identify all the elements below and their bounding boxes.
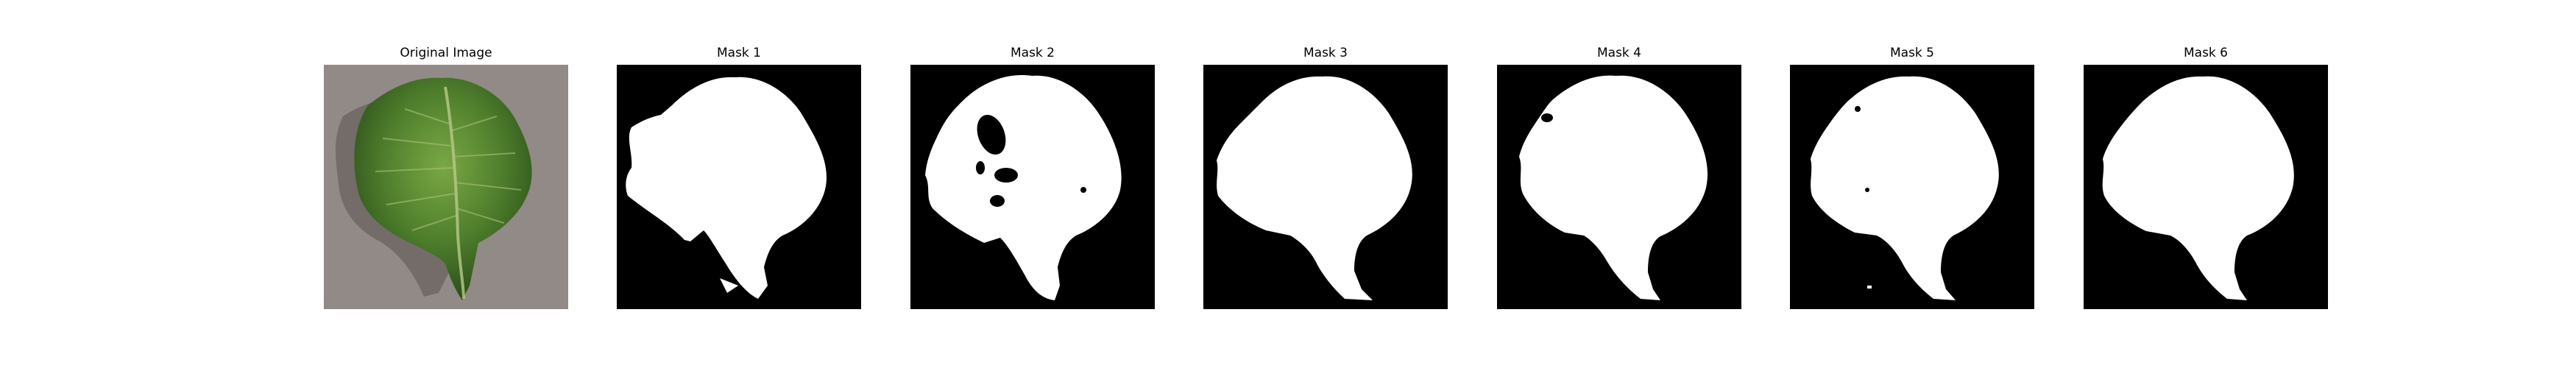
mask-6-image [2084,65,2328,309]
mask-6-panel: Mask 6 [2084,44,2328,309]
mask-4-panel: Mask 4 [1497,44,1741,309]
original-image-panel: Original Image [324,44,568,309]
mask-2-image [910,65,1155,309]
mask-3-image [1203,65,1448,309]
mask-1-panel: Mask 1 [617,44,861,309]
panel-title: Mask 1 [716,46,761,60]
mask-3-panel: Mask 3 [1203,44,1448,309]
panel-title: Mask 3 [1303,46,1348,60]
mask-4-image [1497,65,1741,309]
panel-title: Mask 4 [1596,46,1641,60]
panel-title: Original Image [400,46,492,60]
mask-1-image [617,65,861,309]
panel-title: Mask 2 [1010,46,1055,60]
mask-2-panel: Mask 2 [910,44,1155,309]
mask-5-image [1790,65,2034,309]
original-image [324,65,568,309]
leaf-shape [354,77,532,300]
panel-title: Mask 6 [2183,46,2228,60]
panel-title: Mask 5 [1889,46,1934,60]
mask-5-panel: Mask 5 [1790,44,2034,309]
